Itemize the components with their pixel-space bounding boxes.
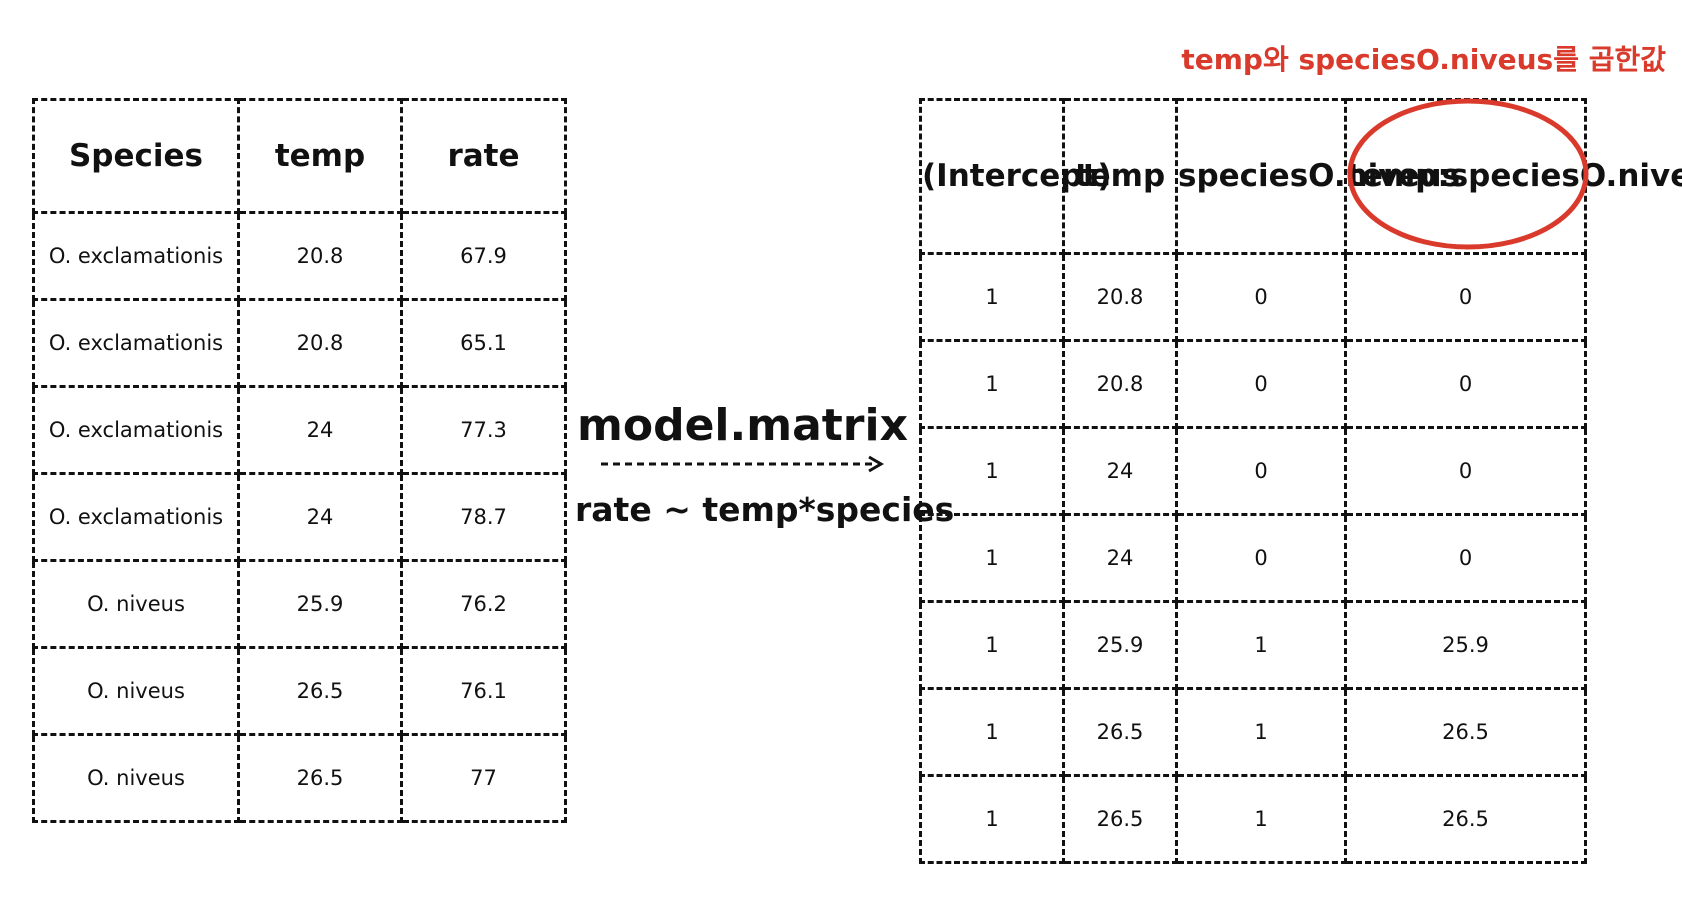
input-table-cell: 77 [400, 733, 567, 823]
input-table-cell: 76.2 [400, 559, 567, 649]
model-formula: rate ~ temp*species [575, 490, 955, 529]
output-header-species-niveus: speciesO.niveus [1175, 98, 1460, 255]
input-header-row: Species temp rate [32, 98, 567, 214]
input-data-table: Species temp rate O. exclamationis 20.8 67… [32, 98, 567, 823]
output-table-row: 1 20.8 0 0 [919, 252, 1587, 342]
input-table-cell: O. exclamationis [32, 472, 240, 562]
input-table-cell: O. niveus [32, 646, 240, 736]
input-table-cell: 26.5 [237, 733, 403, 823]
output-table-cell: 0 [1175, 513, 1347, 603]
output-header-temp: temp [1062, 98, 1178, 255]
output-table-cell: 0 [1344, 339, 1587, 429]
output-table-cell: 26.5 [1062, 774, 1178, 864]
output-table-cell: 0 [1344, 513, 1587, 603]
input-table-row: O. exclamationis 24 77.3 [32, 385, 567, 475]
input-table-cell: 65.1 [400, 298, 567, 388]
transform-label: model.matrix rate ~ temp*species [575, 392, 955, 542]
output-table-cell: 0 [1175, 339, 1347, 429]
output-table-cell: 20.8 [1062, 339, 1178, 429]
output-table-cell: 1 [1175, 774, 1347, 864]
input-table-cell: 20.8 [237, 211, 403, 301]
output-table-cell: 1 [919, 600, 1065, 690]
input-table-cell: 76.1 [400, 646, 567, 736]
input-header-rate: rate [400, 98, 567, 214]
input-table-row: O. exclamationis 20.8 67.9 [32, 211, 567, 301]
output-table-cell: 0 [1175, 426, 1347, 516]
output-table-cell: 1 [919, 339, 1065, 429]
input-table-cell: 24 [237, 472, 403, 562]
output-table-cell: 1 [919, 687, 1065, 777]
input-table-cell: 26.5 [237, 646, 403, 736]
input-table-row: O. niveus 25.9 76.2 [32, 559, 567, 649]
input-table-cell: 25.9 [237, 559, 403, 649]
input-table-cell: O. exclamationis [32, 211, 240, 301]
input-table-cell: O. niveus [32, 559, 240, 649]
output-table-cell: 0 [1344, 426, 1587, 516]
output-table-cell: 0 [1344, 252, 1587, 342]
output-table-row: 1 20.8 0 0 [919, 339, 1587, 429]
output-table-cell: 1 [919, 774, 1065, 864]
output-table-cell: 1 [919, 252, 1065, 342]
output-table-cell: 24 [1062, 513, 1178, 603]
output-table-row: 1 26.5 1 26.5 [919, 687, 1587, 777]
input-table-cell: 24 [237, 385, 403, 475]
input-table-cell: 67.9 [400, 211, 567, 301]
output-table-cell: 24 [1062, 426, 1178, 516]
output-table-cell: 1 [1175, 600, 1347, 690]
output-table-row: 1 24 0 0 [919, 426, 1587, 516]
output-table-cell: 1 [919, 513, 1065, 603]
output-table-cell: 0 [1175, 252, 1347, 342]
output-table-cell: 25.9 [1062, 600, 1178, 690]
input-table-cell: O. niveus [32, 733, 240, 823]
output-table-row: 1 24 0 0 [919, 513, 1587, 603]
output-table-cell: 1 [1175, 687, 1347, 777]
output-table-cell: 26.5 [1344, 687, 1587, 777]
input-table-cell: 78.7 [400, 472, 567, 562]
annotation-text: temp와 speciesO.niveus를 곱한값 [1181, 43, 1666, 76]
input-header-temp: temp [237, 98, 403, 214]
dashed-arrow-icon [601, 455, 884, 473]
input-table-row: O. niveus 26.5 76.1 [32, 646, 567, 736]
input-table-cell: 77.3 [400, 385, 567, 475]
function-name: model.matrix [577, 400, 908, 451]
output-header-intercept: (Intercept) [919, 98, 1111, 255]
input-header-species: Species [32, 98, 240, 214]
output-table-cell: 26.5 [1062, 687, 1178, 777]
input-table-row: O. niveus 26.5 77 [32, 733, 567, 823]
output-table-cell: 20.8 [1062, 252, 1178, 342]
input-table-cell: O. exclamationis [32, 298, 240, 388]
output-table-row: 1 26.5 1 26.5 [919, 774, 1587, 864]
output-table-cell: 25.9 [1344, 600, 1587, 690]
input-table-row: O. exclamationis 20.8 65.1 [32, 298, 567, 388]
highlight-circle [1347, 98, 1589, 250]
input-table-cell: O. exclamationis [32, 385, 240, 475]
input-table-cell: 20.8 [237, 298, 403, 388]
output-table-row: 1 25.9 1 25.9 [919, 600, 1587, 690]
output-table-cell: 1 [919, 426, 1065, 516]
output-table-cell: 26.5 [1344, 774, 1587, 864]
input-table-row: O. exclamationis 24 78.7 [32, 472, 567, 562]
